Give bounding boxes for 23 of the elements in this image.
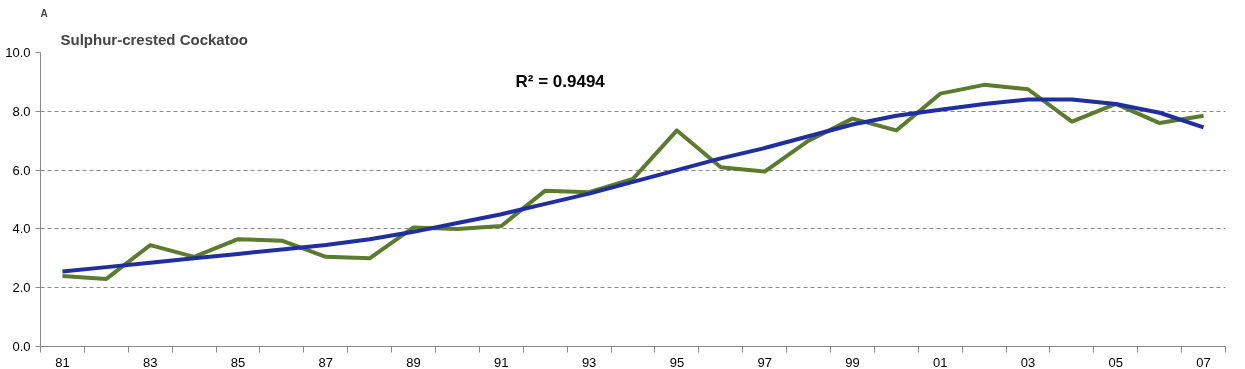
y-tick-label: 10.0 bbox=[5, 45, 31, 60]
text: A bbox=[40, 7, 48, 19]
x-tick-label: 91 bbox=[494, 354, 509, 369]
x-tick-label: 85 bbox=[230, 354, 246, 369]
x-tick-label: 81 bbox=[55, 354, 70, 369]
x-tick-label: 99 bbox=[845, 354, 860, 369]
x-tick-label: 93 bbox=[581, 354, 597, 369]
chart-title: Sulphur-crested Cockatoo bbox=[60, 30, 249, 48]
y-tick-label: 8.0 bbox=[12, 103, 31, 119]
y-tick-label: 2.0 bbox=[12, 280, 31, 296]
annotation: R² = 0.9494 bbox=[515, 72, 606, 92]
x-tick-label: 97 bbox=[757, 354, 772, 369]
x-tick-label: 89 bbox=[406, 354, 421, 369]
y-tick-label: 4.0 bbox=[12, 221, 31, 237]
y-tick-label: 6.0 bbox=[12, 162, 31, 178]
x-tick-label: 95 bbox=[669, 354, 685, 369]
x-tick-label: 03 bbox=[1020, 354, 1036, 369]
y-tick-label: 0.0 bbox=[12, 339, 31, 354]
x-tick-label: 83 bbox=[142, 354, 158, 369]
x-tick-label: 05 bbox=[1108, 354, 1124, 369]
x-tick-label: 01 bbox=[932, 354, 948, 369]
x-tick-label: 07 bbox=[1196, 354, 1211, 369]
x-tick-label: 87 bbox=[318, 354, 334, 369]
